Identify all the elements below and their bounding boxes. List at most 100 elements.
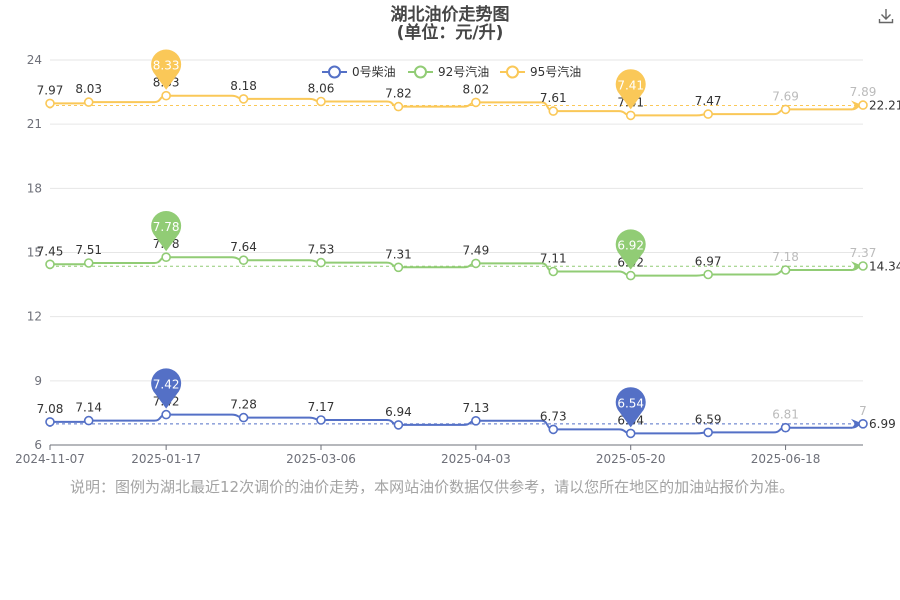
data-labels: 7.08 7.14 7.42 7.28 7.17 6.94 7.13 6.73 6.54 6.59… bbox=[37, 76, 877, 428]
data-point bbox=[625, 270, 636, 281]
data-point bbox=[161, 90, 171, 101]
data-point bbox=[83, 97, 94, 107]
data-label: 6.73 bbox=[540, 409, 567, 423]
data-label: 7.82 bbox=[385, 87, 412, 101]
data-point bbox=[161, 409, 171, 420]
min-pin-0: 6.54 bbox=[615, 387, 646, 428]
chart-title: 湖北油价走势图 bbox=[391, 4, 510, 25]
data-label: 7.08 bbox=[37, 402, 64, 416]
legend-label: 92号汽油 bbox=[438, 64, 489, 79]
y-tick-label: 6 bbox=[34, 438, 42, 452]
data-label: 7.45 bbox=[37, 244, 64, 258]
data-point bbox=[161, 252, 171, 263]
min-pin-0-label: 6.54 bbox=[617, 396, 644, 410]
y-tick-label: 9 bbox=[34, 374, 42, 388]
legend-marker bbox=[328, 65, 341, 79]
data-point bbox=[471, 258, 481, 269]
legend-label: 0号柴油 bbox=[352, 65, 396, 79]
data-label: 7.97 bbox=[37, 83, 64, 97]
data-label: 7 bbox=[859, 404, 867, 418]
data-label: 7.47 bbox=[695, 94, 722, 108]
data-label: 6.97 bbox=[695, 255, 722, 269]
data-point bbox=[393, 101, 404, 112]
legend-item-2[interactable]: 95号汽油 bbox=[500, 64, 581, 79]
data-point bbox=[858, 261, 868, 271]
data-point bbox=[471, 97, 481, 108]
data-label: 7.37 bbox=[850, 246, 877, 260]
data-point bbox=[238, 255, 249, 266]
data-point bbox=[548, 424, 559, 435]
data-label: 8.03 bbox=[75, 82, 102, 96]
data-label: 7.49 bbox=[462, 243, 489, 257]
data-label: 6.81 bbox=[772, 408, 799, 422]
data-label: 7.31 bbox=[385, 247, 412, 261]
data-point bbox=[625, 110, 636, 121]
x-tick-label: 2025-06-18 bbox=[751, 452, 821, 466]
data-point bbox=[316, 415, 326, 425]
data-point bbox=[316, 257, 326, 268]
data-point bbox=[45, 417, 55, 427]
data-point bbox=[858, 100, 868, 110]
max-pin-2: 8.33 bbox=[151, 49, 182, 90]
data-point bbox=[703, 109, 713, 119]
data-point bbox=[83, 258, 94, 268]
data-point bbox=[780, 104, 791, 115]
data-label: 8.06 bbox=[308, 82, 335, 96]
legend-item-0[interactable]: 0号柴油 bbox=[322, 65, 396, 79]
legend-label: 95号汽油 bbox=[530, 64, 581, 79]
data-point bbox=[703, 269, 713, 280]
max-pin-2-label: 8.33 bbox=[153, 59, 180, 73]
legend[interactable]: 0号柴油 92号汽油 95号汽油 bbox=[322, 64, 581, 79]
min-pin-2-label: 7.41 bbox=[617, 78, 644, 92]
data-label: 7.64 bbox=[230, 240, 257, 254]
data-label: 7.61 bbox=[540, 91, 567, 105]
data-label: 6.94 bbox=[385, 405, 412, 419]
x-tick-label: 2025-01-17 bbox=[131, 452, 201, 466]
average-label: 14.34 bbox=[869, 259, 900, 273]
data-point bbox=[316, 96, 326, 107]
data-label: 7.28 bbox=[230, 398, 257, 412]
data-point bbox=[780, 422, 791, 433]
data-label: 6.59 bbox=[695, 412, 722, 426]
data-label: 7.51 bbox=[75, 243, 102, 257]
data-label: 7.18 bbox=[772, 250, 799, 264]
data-label: 7.13 bbox=[462, 401, 489, 415]
chart-note: 说明：图例为湖北最近12次调价的油价走势，本网站油价数据仅供参考，请以您所在地区… bbox=[70, 478, 795, 496]
max-pin-1-shape bbox=[151, 211, 182, 252]
data-point bbox=[393, 420, 404, 430]
data-point bbox=[780, 265, 791, 275]
data-label: 8.18 bbox=[230, 79, 257, 93]
data-label: 8.02 bbox=[462, 82, 489, 96]
legend-item-1[interactable]: 92号汽油 bbox=[408, 64, 489, 79]
data-point bbox=[858, 418, 868, 429]
min-pin-0-shape bbox=[615, 387, 646, 428]
data-label: 7.53 bbox=[308, 243, 335, 257]
x-tick-label: 2024-11-07 bbox=[15, 452, 85, 466]
download-icon[interactable] bbox=[876, 6, 896, 26]
data-label: 7.89 bbox=[850, 85, 877, 99]
data-point bbox=[238, 412, 249, 423]
data-point bbox=[471, 415, 481, 426]
average-arrow bbox=[851, 100, 863, 111]
data-label: 7.17 bbox=[308, 400, 335, 414]
chart-subtitle: (单位：元/升) bbox=[397, 22, 504, 43]
data-label: 7.14 bbox=[75, 401, 102, 415]
y-tick-label: 24 bbox=[27, 53, 42, 67]
legend-marker bbox=[414, 65, 427, 79]
data-label: 7.69 bbox=[772, 89, 799, 103]
max-pin-0-label: 7.42 bbox=[153, 378, 180, 392]
max-pin-0: 7.42 bbox=[151, 368, 182, 409]
data-point bbox=[83, 415, 94, 426]
data-point bbox=[45, 98, 55, 109]
data-point bbox=[393, 262, 404, 273]
data-point bbox=[625, 428, 636, 439]
data-point bbox=[45, 259, 55, 270]
y-tick-label: 18 bbox=[27, 181, 42, 195]
legend-marker bbox=[506, 65, 519, 79]
x-tick-label: 2025-05-20 bbox=[596, 452, 666, 466]
min-pin-1-label: 6.92 bbox=[617, 239, 644, 253]
max-pin-0-shape bbox=[151, 368, 182, 409]
series-lines bbox=[45, 90, 868, 439]
